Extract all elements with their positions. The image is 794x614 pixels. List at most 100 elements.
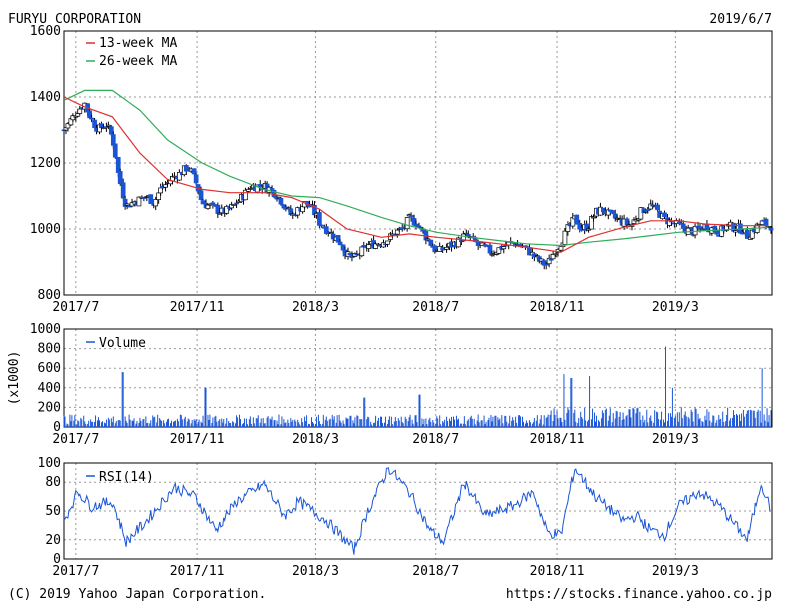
- ma13-line: [63, 96, 769, 253]
- candle-body: [141, 197, 147, 199]
- y-tick-label: 50: [45, 504, 61, 519]
- candle-body: [768, 227, 774, 231]
- candle-body: [156, 192, 162, 200]
- candle-body: [117, 171, 123, 185]
- y-tick-label: 800: [38, 288, 61, 303]
- x-tick-label: 2017/7: [52, 300, 99, 315]
- x-tick-label: 2017/11: [170, 564, 225, 579]
- candle-body: [688, 227, 694, 230]
- candle-body: [456, 237, 461, 248]
- candle-body: [586, 228, 591, 231]
- candle-body: [215, 204, 221, 214]
- candle-body: [479, 242, 485, 246]
- candle-body: [89, 117, 94, 120]
- candle-body: [574, 214, 580, 225]
- x-tick-label: 2018/7: [412, 300, 459, 315]
- x-tick-label: 2019/3: [652, 564, 699, 579]
- source-url: https://stocks.finance.yahoo.co.jp: [506, 587, 772, 602]
- candle-body: [248, 188, 253, 190]
- y-tick-label: 20: [45, 533, 61, 548]
- candle-body: [428, 239, 434, 246]
- candle-body: [643, 210, 649, 213]
- volume-panel: 0 200 400 600 800 1000 2017/7 2017/11 2018/3 2018…: [7, 322, 773, 447]
- ma26-line: [63, 89, 769, 247]
- candle-body: [532, 253, 537, 258]
- candle-body: [550, 254, 556, 260]
- x-tick-label: 2017/7: [52, 432, 99, 447]
- candle-body: [183, 164, 189, 172]
- candle-body: [612, 213, 618, 219]
- candle-body: [487, 244, 493, 254]
- candle-body: [108, 126, 114, 135]
- candle-body: [330, 233, 336, 240]
- y-tick-label: 400: [38, 381, 61, 396]
- x-tick-label: 2017/11: [170, 432, 225, 447]
- candle-body: [136, 196, 142, 207]
- candle-body: [177, 172, 182, 181]
- candle-body: [124, 203, 130, 206]
- candle-body: [645, 209, 651, 212]
- candle-body: [224, 205, 230, 214]
- legend-entry: 13-week MA: [99, 36, 177, 51]
- candle-body: [112, 143, 118, 158]
- y-tick-label: 600: [38, 361, 61, 376]
- legend-entry: Volume: [99, 336, 146, 351]
- candle-body: [366, 244, 372, 249]
- y-tick-label: 80: [45, 475, 61, 490]
- candle-body: [210, 202, 216, 205]
- panel-frame: [63, 30, 773, 296]
- candle-body: [432, 245, 438, 253]
- candle-body: [609, 210, 615, 214]
- x-tick-label: 2019/3: [652, 432, 699, 447]
- candle-body: [589, 216, 594, 230]
- candle-body: [120, 182, 126, 199]
- candle-body: [543, 263, 549, 266]
- candle-body: [269, 188, 275, 190]
- y-tick-label: 200: [38, 400, 61, 415]
- panel-frame: [63, 462, 773, 560]
- candle-body: [408, 215, 414, 218]
- candle-body: [106, 124, 111, 127]
- candle-body: [744, 229, 750, 239]
- candle-body: [65, 123, 71, 129]
- candle-body: [104, 126, 109, 128]
- candle-body: [278, 197, 284, 205]
- candle-body: [158, 187, 163, 194]
- candle-body: [191, 168, 197, 175]
- candle-body: [317, 212, 322, 226]
- candle-body: [122, 198, 128, 207]
- rsi-line: [63, 467, 771, 555]
- x-tick-label: 2017/11: [170, 300, 225, 315]
- candle-body: [359, 246, 365, 257]
- candle-body: [207, 203, 213, 206]
- candle-body: [70, 115, 76, 121]
- x-tick-label: 2019/3: [652, 300, 699, 315]
- x-tick-label: 2018/11: [530, 564, 585, 579]
- candle-body: [385, 240, 390, 245]
- candle-body: [75, 113, 81, 117]
- candle-body: [115, 156, 121, 173]
- candle-body: [92, 119, 97, 129]
- candle-body: [163, 184, 168, 188]
- y-tick-label: 0: [53, 552, 61, 567]
- candle-body: [444, 246, 449, 250]
- x-tick-label: 2018/3: [292, 300, 339, 315]
- x-tick-label: 2018/11: [530, 432, 585, 447]
- candle-body: [217, 212, 223, 215]
- candle-body: [655, 204, 660, 211]
- candle-body: [87, 110, 92, 119]
- y-tick-label: 1000: [30, 222, 61, 237]
- candle-body: [461, 233, 466, 242]
- candle-body: [101, 127, 106, 129]
- candle-body: [591, 216, 596, 219]
- candle-body: [254, 184, 260, 193]
- y-tick-label: 0: [53, 420, 61, 435]
- candle-body: [404, 217, 410, 230]
- x-tick-label: 2018/3: [292, 432, 339, 447]
- candle-body: [562, 230, 568, 245]
- candle-body: [763, 218, 769, 227]
- panel-frame: [63, 328, 773, 428]
- candle-body: [77, 108, 83, 114]
- candle-body: [501, 246, 507, 250]
